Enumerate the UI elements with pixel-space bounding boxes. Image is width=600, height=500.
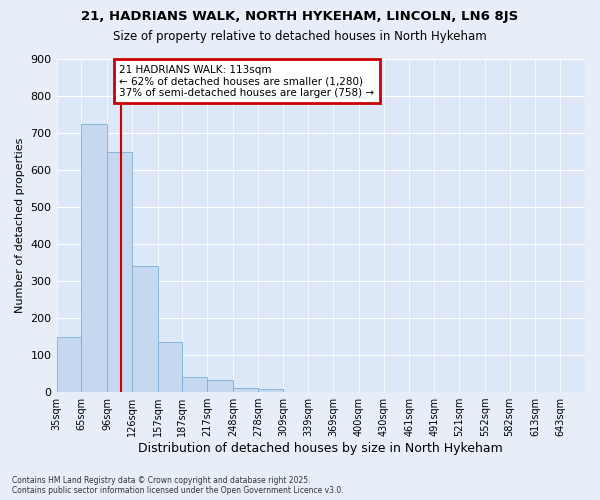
Text: Contains HM Land Registry data © Crown copyright and database right 2025.
Contai: Contains HM Land Registry data © Crown c… bbox=[12, 476, 344, 495]
Bar bbox=[82, 124, 107, 392]
Y-axis label: Number of detached properties: Number of detached properties bbox=[15, 138, 25, 313]
X-axis label: Distribution of detached houses by size in North Hykeham: Distribution of detached houses by size … bbox=[139, 442, 503, 455]
Bar bbox=[233, 388, 258, 392]
Bar bbox=[182, 376, 207, 392]
Bar bbox=[132, 266, 158, 392]
Text: Size of property relative to detached houses in North Hykeham: Size of property relative to detached ho… bbox=[113, 30, 487, 43]
Bar bbox=[158, 342, 182, 392]
Bar bbox=[107, 152, 132, 392]
Text: 21 HADRIANS WALK: 113sqm
← 62% of detached houses are smaller (1,280)
37% of sem: 21 HADRIANS WALK: 113sqm ← 62% of detach… bbox=[119, 64, 374, 98]
Bar bbox=[258, 389, 283, 392]
Bar bbox=[207, 380, 233, 392]
Text: 21, HADRIANS WALK, NORTH HYKEHAM, LINCOLN, LN6 8JS: 21, HADRIANS WALK, NORTH HYKEHAM, LINCOL… bbox=[82, 10, 518, 23]
Bar bbox=[56, 336, 82, 392]
